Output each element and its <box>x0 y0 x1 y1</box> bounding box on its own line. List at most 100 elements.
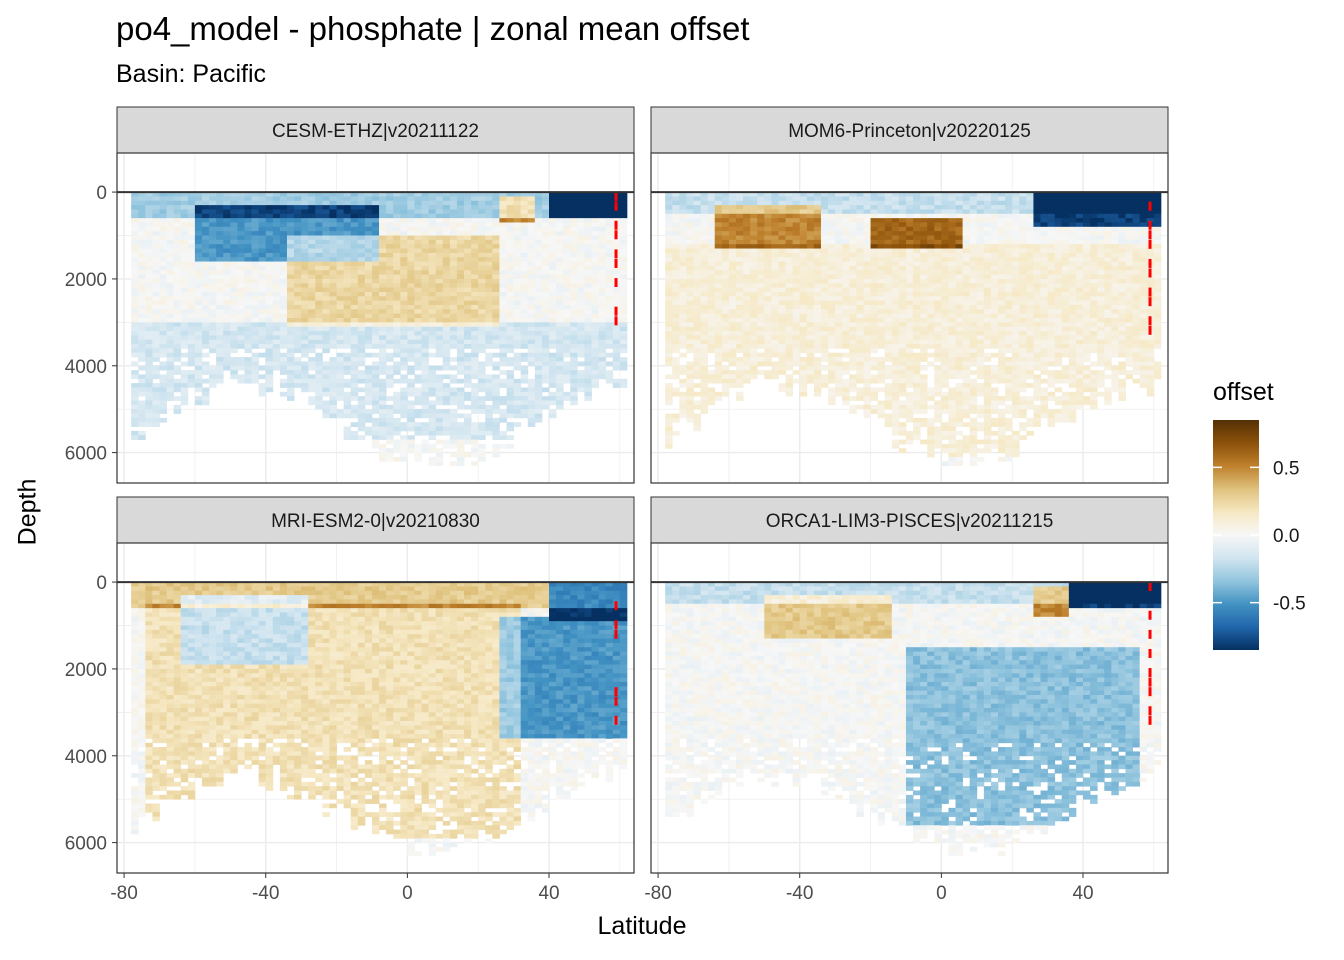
heatmap-cell <box>806 283 815 289</box>
heatmap-cell <box>665 396 673 401</box>
heatmap-cell <box>605 196 614 202</box>
heatmap-cell <box>527 196 536 202</box>
heatmap-cell <box>435 391 444 397</box>
heatmap-cell <box>679 322 687 328</box>
heatmap-cell <box>721 192 730 197</box>
heatmap-cell <box>138 235 146 241</box>
heatmap-cell <box>835 222 843 228</box>
heatmap-cell <box>336 252 345 258</box>
heatmap-cell <box>820 252 829 258</box>
heatmap-cell <box>891 205 900 210</box>
heatmap-cell <box>152 396 160 401</box>
heatmap-cell <box>449 226 458 232</box>
heatmap-cell <box>820 339 829 345</box>
heatmap-cell <box>665 287 673 293</box>
heatmap-cell <box>216 348 224 354</box>
heatmap-cell <box>520 409 529 414</box>
heatmap-cell <box>138 248 146 254</box>
heatmap-cell <box>577 331 585 336</box>
heatmap-cell <box>131 352 139 358</box>
heatmap-cell <box>407 244 415 249</box>
heatmap-cell <box>294 296 302 302</box>
heatmap-cell <box>435 291 444 297</box>
heatmap-cell <box>315 352 323 358</box>
heatmap-cell <box>619 213 628 219</box>
heatmap-cell <box>835 322 843 328</box>
heatmap-cell <box>877 274 886 280</box>
heatmap-cell <box>230 313 238 319</box>
heatmap-cell <box>258 287 267 293</box>
heatmap-cell <box>166 391 175 397</box>
heatmap-cell <box>166 218 175 223</box>
heatmap-cell <box>570 383 578 388</box>
heatmap-cell <box>138 422 146 427</box>
heatmap-cell <box>721 344 730 349</box>
heatmap-cell <box>400 378 408 384</box>
heatmap-cell <box>891 235 900 241</box>
heatmap-cell <box>792 270 801 275</box>
heatmap-cell <box>407 278 415 284</box>
heatmap-cell <box>835 378 843 384</box>
heatmap-cell <box>152 248 160 254</box>
heatmap-cell <box>194 235 203 241</box>
heatmap-cell <box>605 213 614 219</box>
heatmap-cell <box>877 200 886 206</box>
heatmap-cell <box>686 209 694 215</box>
heatmap-cell <box>216 257 224 262</box>
heatmap-cell <box>209 209 217 215</box>
heatmap-cell <box>672 278 680 284</box>
heatmap-cell <box>308 200 316 206</box>
heatmap-cell <box>180 331 189 336</box>
heatmap-cell <box>877 192 886 197</box>
heatmap-cell <box>492 213 500 219</box>
heatmap-cell <box>750 339 758 345</box>
heatmap-cell <box>350 200 359 206</box>
heatmap-cell <box>223 278 231 284</box>
heatmap-cell <box>527 378 536 384</box>
heatmap-cell <box>757 209 765 215</box>
heatmap-cell <box>863 361 871 367</box>
heatmap-cell <box>813 344 822 349</box>
heatmap-cell <box>771 213 779 219</box>
heatmap-cell <box>707 296 716 302</box>
heatmap-cell <box>619 309 628 315</box>
heatmap-cell <box>598 304 607 310</box>
heatmap-cell <box>244 257 252 262</box>
heatmap-cell <box>357 300 366 306</box>
heatmap-cell <box>294 235 302 241</box>
heatmap-cell <box>679 344 687 349</box>
heatmap-cell <box>570 378 578 384</box>
heatmap-cell <box>329 248 337 254</box>
heatmap-cell <box>577 222 585 228</box>
heatmap-cell <box>216 283 224 289</box>
heatmap-cell <box>251 357 260 362</box>
heatmap-cell <box>180 270 189 275</box>
heatmap-cell <box>456 231 465 236</box>
heatmap-cell <box>272 265 281 271</box>
heatmap-cell <box>159 304 167 310</box>
heatmap-cell <box>343 365 352 371</box>
heatmap-cell <box>563 200 571 206</box>
heatmap-cell <box>870 274 879 280</box>
heatmap-cell <box>513 209 522 215</box>
heatmap-cell <box>272 287 281 293</box>
heatmap-cell <box>556 374 564 380</box>
heatmap-cell <box>707 326 716 332</box>
heatmap-cell <box>237 270 245 275</box>
heatmap-cell <box>549 335 557 341</box>
heatmap-cell <box>357 248 366 254</box>
heatmap-cell <box>131 309 139 315</box>
heatmap-cell <box>714 396 723 401</box>
heatmap-cell <box>471 452 479 458</box>
heatmap-cell <box>329 374 337 380</box>
heatmap-cell <box>679 352 687 358</box>
heatmap-cell <box>492 383 500 388</box>
heatmap-cell <box>258 296 267 302</box>
heatmap-cell <box>379 435 387 440</box>
heatmap-cell <box>778 192 786 197</box>
heatmap-cell <box>308 383 316 388</box>
heatmap-cell <box>563 344 571 349</box>
heatmap-cell <box>442 365 451 371</box>
heatmap-cell <box>605 326 614 332</box>
heatmap-cell <box>407 387 415 393</box>
